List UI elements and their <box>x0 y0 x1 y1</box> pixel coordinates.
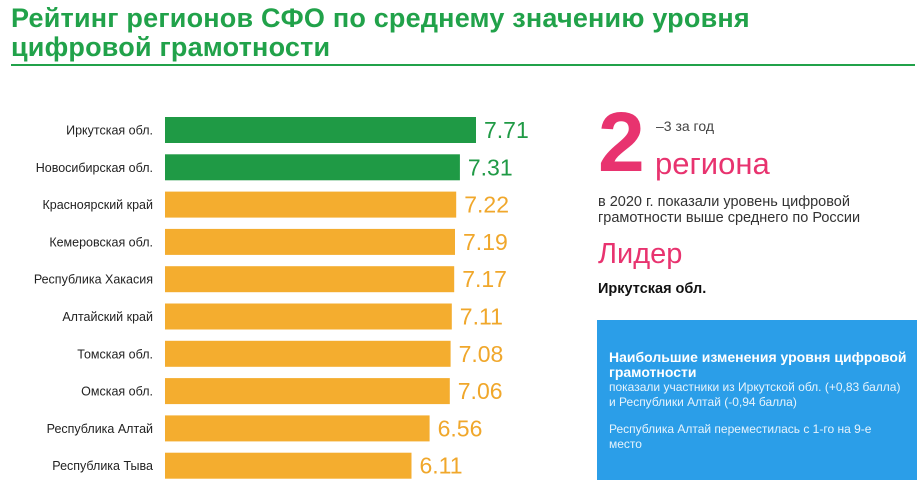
category-label: Республика Тыва <box>52 459 153 473</box>
bar <box>165 415 430 442</box>
category-label: Красноярский край <box>42 198 153 212</box>
category-label: Новосибирская обл. <box>36 161 153 175</box>
regions-count: 2 <box>598 95 645 189</box>
bar <box>165 340 451 367</box>
bar <box>165 117 476 143</box>
bar <box>165 303 452 330</box>
leader-heading: Лидер <box>598 238 683 270</box>
title-line-2: цифровой грамотности <box>11 32 331 62</box>
info-box-heading: Наибольшие изменения уровня цифровой гра… <box>609 349 907 380</box>
category-label: Кемеровская обл. <box>49 235 153 249</box>
bar <box>165 191 457 218</box>
value-label: 7.22 <box>464 192 509 218</box>
category-label: Томская обл. <box>77 347 153 361</box>
regions-word: региона <box>655 146 770 181</box>
value-label: 7.71 <box>484 117 529 143</box>
title-line-1: Рейтинг регионов СФО по среднему значени… <box>11 3 750 33</box>
category-label: Республика Хакасия <box>34 273 153 287</box>
ranking-bar-chart: Иркутская обл. 7.71 Новосибирская обл. 7.31… <box>34 117 529 479</box>
value-label: 7.11 <box>460 304 503 330</box>
bar <box>165 378 450 405</box>
info-box-changes-text: показали участники из Иркутской обл. (+0… <box>609 380 901 409</box>
value-label: 7.17 <box>462 266 507 292</box>
page-title: Рейтинг регионов СФО по среднему значени… <box>11 4 891 62</box>
year-change-note: –3 за год <box>656 118 715 134</box>
bar <box>165 154 460 181</box>
value-label: 6.56 <box>438 415 483 441</box>
title-divider <box>11 64 915 66</box>
value-label: 7.19 <box>463 229 508 255</box>
regions-description: в 2020 г. показали уровень цифровой грам… <box>598 194 861 226</box>
changes-info-box: Наибольшие изменения уровня цифровой гра… <box>597 320 917 480</box>
bar <box>165 266 455 293</box>
category-label: Иркутская обл. <box>66 124 153 138</box>
bar <box>165 452 412 479</box>
value-label: 6.11 <box>419 453 462 479</box>
info-box-rank-text: Республика Алтай переместилась с 1-го на… <box>609 422 872 451</box>
leader-name: Иркутская обл. <box>598 281 707 297</box>
category-label: Алтайский край <box>62 310 153 324</box>
value-label: 7.31 <box>468 154 513 180</box>
category-label: Республика Алтай <box>47 422 153 436</box>
value-label: 7.06 <box>458 378 503 404</box>
category-label: Омская обл. <box>81 385 153 399</box>
bar <box>165 228 455 255</box>
value-label: 7.08 <box>459 341 504 367</box>
